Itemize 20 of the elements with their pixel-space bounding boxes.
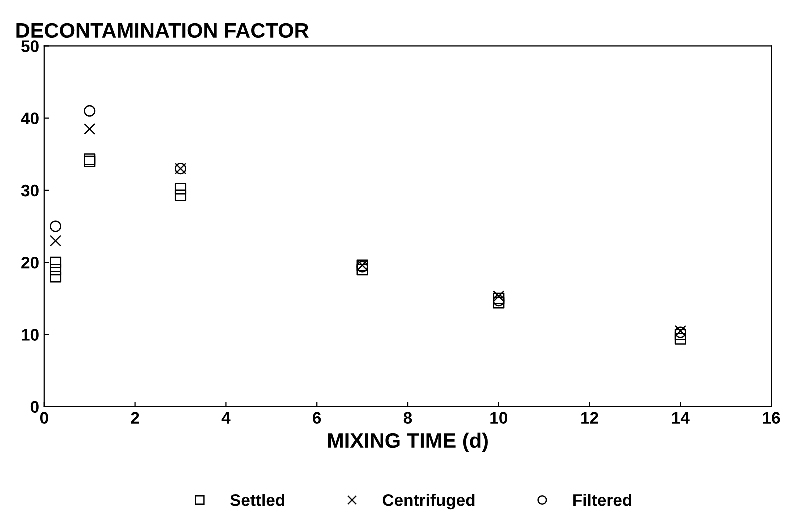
x-tick-label: 12 bbox=[582, 412, 598, 424]
y-tick-label: 0 bbox=[30, 401, 39, 414]
x-tick-label: 2 bbox=[131, 412, 140, 424]
legend-label: Filtered bbox=[574, 494, 632, 506]
chart-title: DECONTAMINATION FACTOR bbox=[16, 23, 309, 38]
x-tick-label: 16 bbox=[763, 412, 780, 424]
x-tick-label: 6 bbox=[313, 412, 322, 424]
x-tick-label: 4 bbox=[222, 412, 231, 424]
y-tick-label: 40 bbox=[21, 112, 39, 125]
y-tick-label: 30 bbox=[21, 184, 39, 197]
legend-label: Settled bbox=[230, 494, 285, 506]
x-axis-title: MIXING TIME (d) bbox=[328, 432, 488, 452]
x-tick-label: 0 bbox=[40, 412, 48, 424]
x-tick-label: 8 bbox=[404, 412, 412, 424]
y-tick-label: 10 bbox=[22, 329, 39, 341]
y-tick-label: 20 bbox=[22, 257, 39, 269]
x-tick-label: 14 bbox=[672, 412, 690, 424]
legend-label: Centrifuged bbox=[382, 494, 475, 510]
x-tick-label: 10 bbox=[490, 412, 508, 424]
y-tick-label: 50 bbox=[22, 40, 39, 52]
